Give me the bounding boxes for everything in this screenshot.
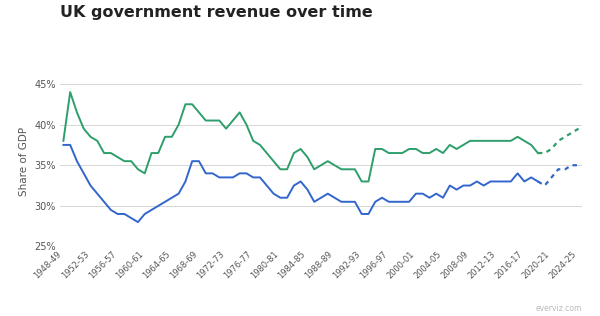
Text: everviz.com: everviz.com [536,304,582,313]
Text: UK government revenue over time: UK government revenue over time [60,5,373,20]
Y-axis label: Share of GDP: Share of GDP [19,127,29,196]
